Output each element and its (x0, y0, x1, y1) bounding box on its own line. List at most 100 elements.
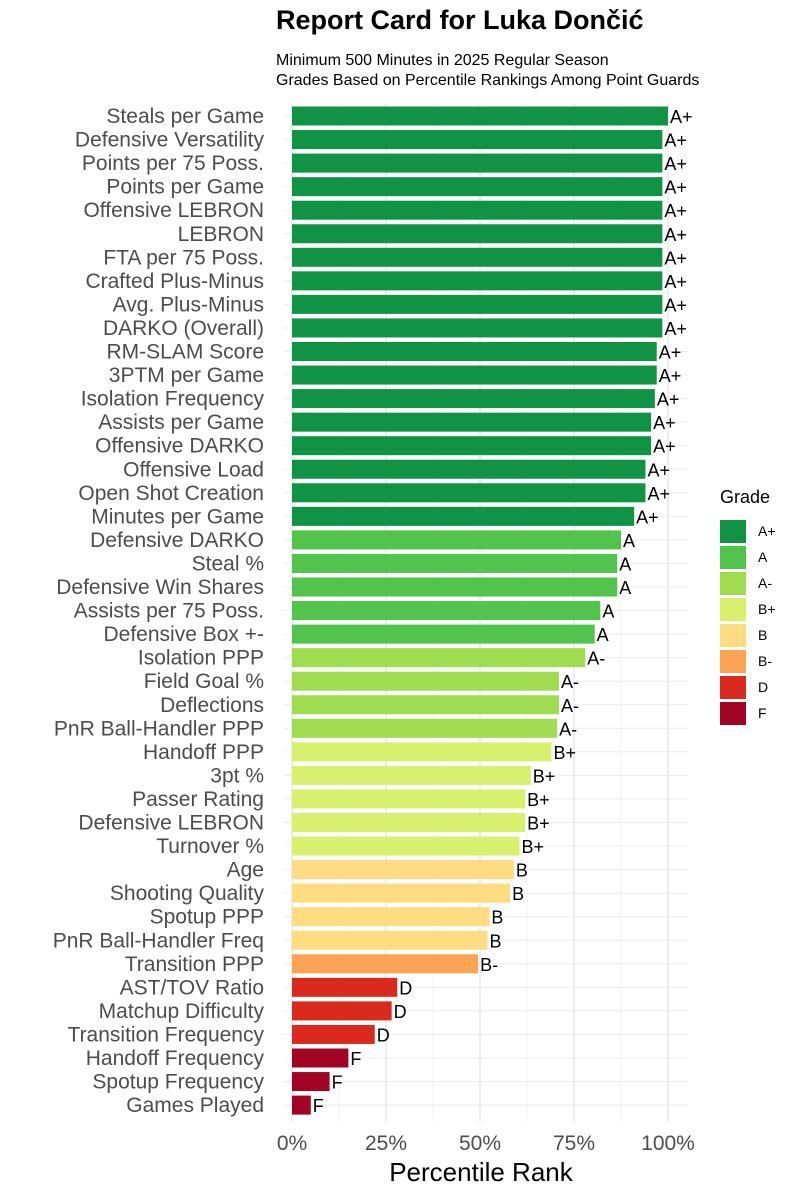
x-tick-label-0: 0% (277, 1132, 307, 1155)
category-label-29: Passer Rating (132, 788, 264, 811)
grade-label-23: A- (587, 649, 605, 669)
grade-label-38: D (394, 1002, 407, 1022)
grade-label-18: A (623, 531, 635, 551)
grade-label-5: A+ (664, 225, 687, 245)
category-label-0: Steals per Game (106, 105, 264, 128)
category-label-26: PnR Ball-Handler PPP (54, 717, 264, 740)
legend-label-6: D (758, 679, 769, 695)
bar-34 (292, 907, 490, 927)
legend-label-7: F (758, 705, 767, 721)
category-label-12: Isolation Frequency (81, 388, 265, 411)
legend-label-0: A+ (758, 523, 776, 539)
category-label-3: Points per Game (106, 176, 264, 199)
category-label-16: Open Shot Creation (78, 482, 264, 505)
legend-swatch-0 (720, 519, 746, 543)
category-label-31: Turnover % (156, 835, 264, 858)
category-label-23: Isolation PPP (138, 647, 264, 670)
bar-12 (292, 389, 655, 409)
category-label-22: Defensive Box +- (104, 623, 265, 646)
legend-swatch-3 (720, 597, 746, 621)
bar-8 (292, 294, 663, 314)
category-label-8: Avg. Plus-Minus (113, 293, 264, 316)
bar-6 (292, 247, 663, 267)
grade-label-2: A+ (664, 154, 687, 174)
bar-7 (292, 271, 663, 291)
grade-label-30: B+ (527, 814, 550, 834)
bar-19 (292, 553, 618, 573)
grade-label-32: B (516, 861, 528, 881)
grade-label-37: D (399, 978, 412, 998)
grade-label-28: B+ (533, 766, 556, 786)
category-label-37: AST/TOV Ratio (120, 976, 264, 999)
legend-swatch-5 (720, 649, 746, 673)
chart-subtitle-line-2: Grades Based on Percentile Rankings Amon… (276, 72, 700, 89)
category-label-4: Offensive LEBRON (83, 199, 264, 222)
legend-item-1: A (720, 544, 776, 570)
grade-label-16: A+ (647, 484, 670, 504)
category-label-25: Deflections (160, 694, 264, 717)
bar-29 (292, 789, 526, 809)
x-tick-label-2: 50% (459, 1132, 501, 1155)
legend-items: A+ A A- B+ B B- D F (720, 518, 776, 726)
category-label-34: Spotup PPP (150, 906, 264, 929)
legend-item-0: A+ (720, 518, 776, 544)
bar-20 (292, 577, 618, 597)
category-label-13: Assists per Game (98, 411, 264, 434)
legend-swatch-2 (720, 571, 746, 595)
bar-31 (292, 836, 520, 856)
bar-15 (292, 459, 646, 479)
bar-5 (292, 224, 663, 244)
bar-16 (292, 483, 646, 503)
grade-label-42: F (313, 1096, 324, 1116)
category-label-40: Handoff Frequency (86, 1047, 265, 1070)
bar-26 (292, 718, 558, 738)
grade-label-19: A (619, 554, 631, 574)
bar-37 (292, 977, 398, 997)
grade-label-8: A+ (664, 295, 687, 315)
category-label-19: Steal % (192, 552, 264, 575)
category-label-35: PnR Ball-Handler Freq (53, 929, 264, 952)
bar-30 (292, 813, 526, 832)
grade-label-41: F (332, 1073, 343, 1093)
grade-label-25: A- (561, 696, 579, 716)
grade-label-26: A- (559, 719, 577, 739)
category-label-39: Transition Frequency (68, 1023, 265, 1046)
category-label-30: Defensive LEBRON (78, 812, 264, 835)
legend-item-7: F (720, 700, 776, 726)
category-label-5: LEBRON (178, 223, 264, 246)
bar-27 (292, 742, 552, 762)
grade-label-4: A+ (664, 201, 687, 221)
legend-label-5: B- (758, 653, 772, 669)
category-label-24: Field Goal % (144, 670, 264, 693)
grade-label-3: A+ (664, 178, 687, 198)
x-tick-label-4: 100% (641, 1132, 695, 1155)
category-label-2: Points per 75 Poss. (82, 152, 264, 175)
legend-label-4: B (758, 627, 768, 643)
bar-0 (292, 106, 668, 126)
bar-9 (292, 318, 663, 338)
bar-38 (292, 1001, 392, 1021)
legend-swatch-7 (720, 701, 746, 725)
category-label-18: Defensive DARKO (90, 529, 264, 552)
bar-13 (292, 412, 652, 432)
grade-label-39: D (377, 1025, 390, 1045)
legend-title: Grade (720, 487, 771, 507)
grade-label-17: A+ (636, 507, 659, 527)
legend-label-3: B+ (758, 601, 776, 617)
grade-label-40: F (350, 1049, 361, 1069)
bar-24 (292, 671, 559, 691)
bar-25 (292, 695, 559, 715)
grade-label-34: B (491, 908, 503, 928)
grade-label-35: B (490, 931, 502, 951)
category-label-33: Shooting Quality (110, 882, 265, 905)
bar-21 (292, 601, 601, 621)
x-tick-label-3: 75% (553, 1132, 595, 1155)
category-label-21: Assists per 75 Poss. (74, 600, 264, 623)
category-label-10: RM-SLAM Score (106, 341, 264, 364)
chart-title: Report Card for Luka Dončić (276, 5, 644, 35)
bar-11 (292, 365, 657, 385)
category-label-36: Transition PPP (125, 953, 264, 976)
grade-label-36: B- (480, 955, 498, 975)
legend-item-4: B (720, 622, 776, 648)
